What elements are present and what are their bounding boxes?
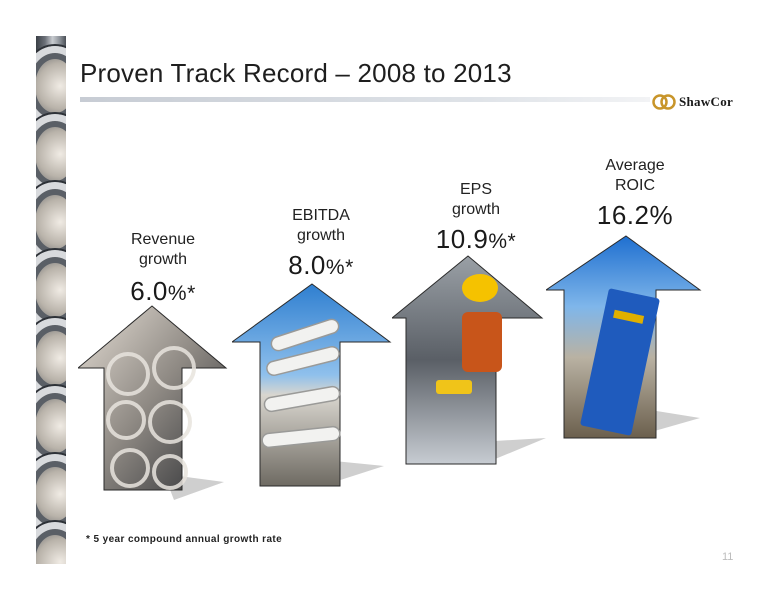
ebitda-label-line1: EBITDA — [292, 207, 350, 224]
hard-hat-icon — [462, 274, 498, 302]
roic-value: 16.2% — [580, 200, 690, 231]
eps-label-line1: EPS — [459, 181, 492, 198]
revenue-arrow — [78, 305, 228, 500]
ebitda-arrow — [232, 283, 392, 487]
eps-label: EPS growth — [420, 180, 532, 220]
revenue-label-line1: Revenue — [130, 231, 196, 248]
roic-label: Average ROIC — [580, 156, 690, 196]
ebitda-label: EBITDA growth — [266, 206, 376, 246]
revenue-label-line2: growth — [138, 251, 188, 268]
logo-text: ShawCor — [679, 94, 734, 109]
roic-label-line2: ROIC — [615, 177, 655, 194]
footnote: * 5 year compound annual growth rate — [86, 534, 283, 545]
roic-value-number: 16.2% — [596, 200, 674, 230]
roic-arrow — [546, 235, 702, 439]
ebitda-value-unit: % — [325, 256, 346, 279]
revenue-value-marker: * — [187, 282, 196, 305]
roic-label-line1: Average — [605, 157, 665, 174]
slide-title: Proven Track Record – 2008 to 2013 — [80, 58, 512, 88]
company-logo: ShawCor — [652, 93, 733, 111]
ebitda-value-marker: * — [345, 256, 354, 279]
ebitda-value-number: 8.0 — [288, 250, 326, 280]
ebitda-label-line2: growth — [296, 227, 346, 244]
eps-value-number: 10.9 — [435, 224, 489, 254]
revenue-value-unit: % — [167, 282, 188, 305]
revenue-value: 6.0%* — [110, 276, 216, 307]
eps-value-unit: % — [488, 230, 508, 253]
eps-value-marker: * — [507, 230, 517, 253]
ebitda-value: 8.0%* — [266, 250, 376, 281]
shawcor-logo-icon — [652, 94, 676, 110]
title-rule — [80, 97, 650, 102]
decorative-pipe-strip — [36, 36, 66, 564]
eps-label-line2: growth — [451, 201, 501, 218]
revenue-label: Revenue growth — [110, 230, 216, 270]
eps-value: 10.9%* — [420, 224, 532, 255]
eps-arrow — [392, 255, 546, 465]
revenue-value-number: 6.0 — [130, 276, 168, 306]
page-number: 11 — [722, 551, 734, 563]
